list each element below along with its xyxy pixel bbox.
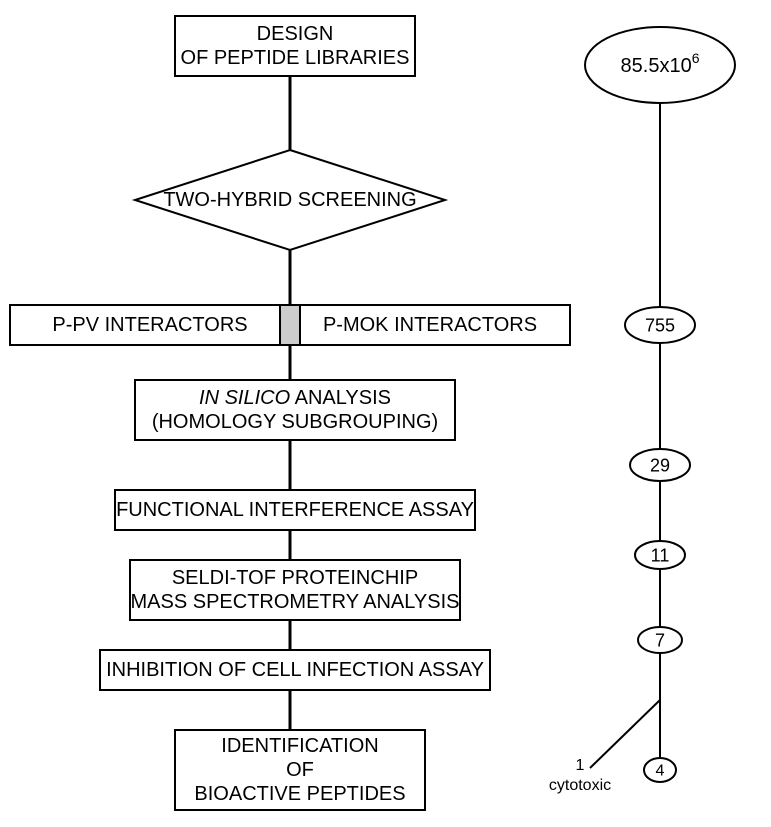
- count-text-e2: 755: [645, 315, 675, 335]
- branch-label-cytotoxic: cytotoxic: [549, 777, 611, 794]
- interactors-overlap: [280, 305, 300, 345]
- branch-connector: [590, 700, 660, 768]
- node-text: INHIBITION OF CELL INFECTION ASSAY: [106, 659, 484, 681]
- count-text-e4: 11: [651, 545, 670, 565]
- node-text: BIOACTIVE PEPTIDES: [194, 783, 405, 805]
- node-text: (HOMOLOGY SUBGROUPING): [152, 411, 438, 433]
- node-text: OF: [286, 759, 314, 781]
- count-text-e6: 4: [656, 763, 665, 780]
- branch-label-1: 1: [576, 757, 585, 774]
- count-text-e5: 7: [655, 630, 665, 650]
- node-text: FUNCTIONAL INTERFERENCE ASSAY: [116, 499, 474, 521]
- node-text: MASS SPECTROMETRY ANALYSIS: [131, 591, 460, 613]
- node-text: P-PV INTERACTORS: [52, 314, 247, 336]
- node-text: P-MOK INTERACTORS: [323, 314, 537, 336]
- node-text: SELDI-TOF PROTEINCHIP: [172, 567, 418, 589]
- count-text-e1: 85.5x106: [621, 50, 700, 77]
- node-text: OF PEPTIDE LIBRARIES: [181, 47, 410, 69]
- node-text: IDENTIFICATION: [221, 735, 378, 757]
- node-text: DESIGN: [257, 23, 334, 45]
- flowchart-canvas: DESIGNOF PEPTIDE LIBRARIES TWO-HYBRID SCR…: [0, 0, 771, 827]
- count-text-e3: 29: [650, 455, 670, 475]
- node-text: IN SILICO ANALYSIS: [199, 387, 391, 409]
- node-text: TWO-HYBRID SCREENING: [163, 189, 416, 211]
